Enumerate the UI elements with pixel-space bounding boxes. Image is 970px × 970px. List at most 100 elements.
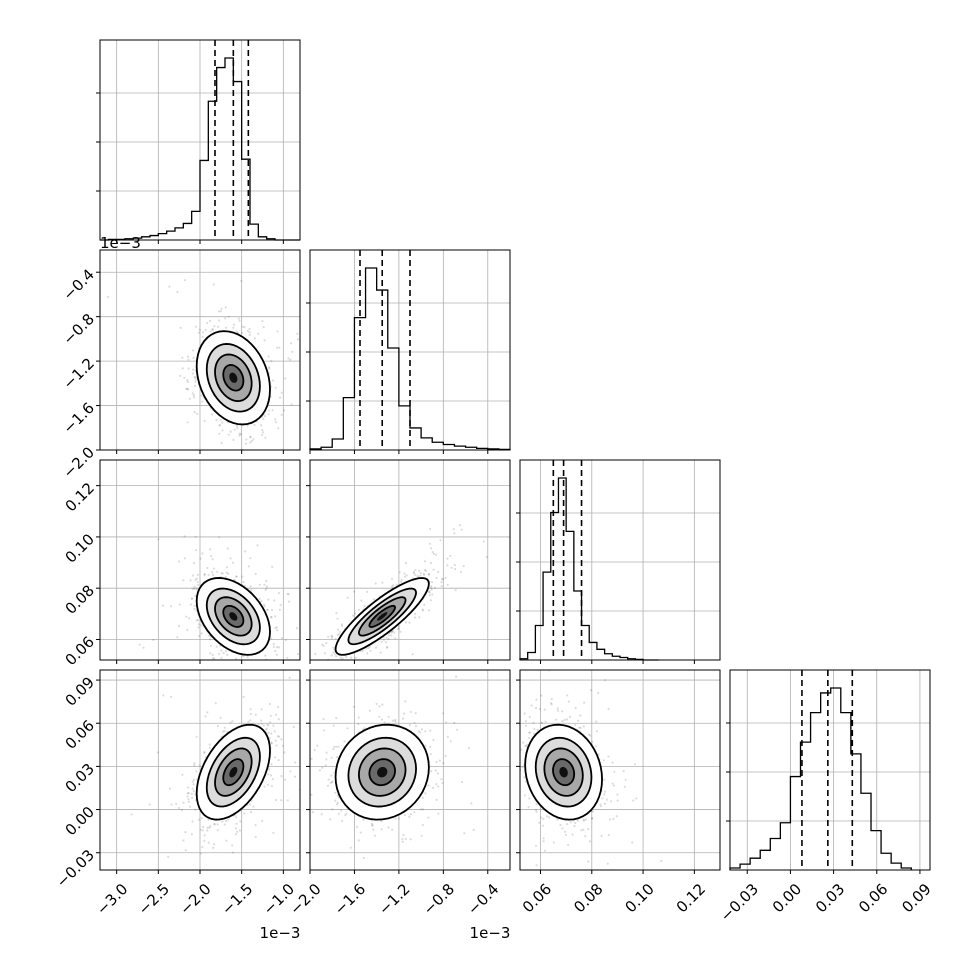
scatter-point	[470, 802, 473, 805]
scatter-point	[232, 438, 235, 441]
scatter-point	[268, 367, 271, 370]
scatter-point	[265, 580, 268, 583]
scatter-point	[371, 823, 374, 827]
scatter-point	[429, 527, 432, 530]
scatter-point	[195, 619, 198, 622]
scatter-point	[178, 603, 181, 606]
scatter-point	[269, 714, 272, 718]
scatter-point	[381, 703, 384, 706]
scatter-point	[264, 728, 268, 731]
scatter-point	[214, 702, 217, 705]
scatter-point	[203, 573, 206, 576]
scatter-point	[261, 819, 264, 823]
scatter-point	[204, 328, 207, 331]
scatter-point	[130, 813, 133, 816]
scatter-point	[291, 350, 294, 353]
scatter-point	[391, 585, 394, 588]
scatter-point	[357, 716, 360, 719]
scatter-point	[261, 428, 264, 432]
scatter-point	[538, 707, 542, 711]
scatter-point	[191, 392, 194, 395]
scatter-point	[267, 731, 270, 735]
scatter-point	[343, 740, 346, 743]
scatter-point	[231, 720, 234, 723]
scatter-point	[222, 651, 225, 655]
scatter-point	[472, 828, 475, 832]
scatter-point	[274, 418, 277, 421]
scatter-point	[392, 584, 395, 587]
scatter-panel-2-1-content	[314, 524, 488, 660]
scatter-point	[275, 713, 278, 716]
scatter-point	[435, 761, 438, 764]
scatter-point	[268, 702, 271, 706]
scatter-point	[410, 813, 413, 816]
scatter-point	[590, 817, 594, 820]
scatter-point	[292, 725, 295, 729]
scatter-point	[267, 355, 270, 358]
scatter-point	[195, 770, 198, 773]
scatter-point	[267, 413, 270, 416]
scatter-point	[218, 432, 221, 435]
scatter-point	[332, 748, 335, 751]
scatter-point	[341, 624, 344, 628]
scatter-point	[337, 628, 340, 631]
scatter-point	[238, 319, 241, 322]
scatter-point	[220, 571, 223, 575]
scatter-point	[413, 616, 417, 619]
scatter-point	[283, 751, 286, 754]
scatter-point	[379, 651, 382, 654]
scatter-point	[188, 805, 192, 808]
scatter-point	[191, 780, 194, 783]
scatter-point	[275, 799, 278, 802]
scatter-point	[534, 808, 538, 812]
scatter-point	[193, 607, 196, 610]
scatter-point	[295, 627, 299, 630]
scatter-point	[203, 839, 206, 843]
scatter-point	[260, 708, 263, 711]
scatter-point	[399, 630, 402, 633]
scatter-point	[272, 831, 275, 834]
scatter-point	[201, 846, 204, 849]
scatter-point	[601, 797, 604, 800]
scatter-point	[633, 763, 637, 766]
scatter-point	[206, 566, 209, 570]
scatter-point	[212, 567, 215, 570]
scatter-point	[192, 778, 195, 782]
scatter-point	[424, 730, 427, 733]
scatter-point	[434, 553, 438, 556]
contour-line-1	[205, 587, 261, 646]
scatter-point	[461, 780, 464, 784]
scatter-point	[138, 643, 141, 646]
scatter-point	[398, 627, 401, 631]
scatter-point	[335, 655, 338, 658]
scatter-point	[289, 770, 292, 773]
scatter-point	[198, 634, 201, 638]
scatter-point	[265, 587, 268, 590]
scatter-point	[191, 796, 194, 800]
scatter-point	[207, 573, 210, 577]
scatter-point	[196, 412, 199, 415]
scatter-point	[286, 656, 289, 660]
scatter-point	[430, 588, 433, 591]
scatter-point	[403, 712, 406, 715]
scatter-point	[253, 423, 256, 427]
scatter-point	[332, 651, 335, 654]
scatter-point	[523, 712, 526, 715]
panel-inner	[314, 524, 488, 660]
scatter-point	[254, 713, 257, 716]
scatter-point	[250, 588, 253, 591]
scatter-point	[212, 846, 215, 850]
scatter-point	[567, 843, 570, 847]
scatter-point	[211, 571, 214, 574]
scatter-point	[280, 413, 283, 416]
scatter-point	[346, 727, 349, 730]
scatter-point	[170, 803, 173, 806]
scatter-point	[414, 612, 417, 615]
scatter-point	[336, 801, 339, 805]
scatter-point	[437, 785, 440, 788]
scatter-point	[431, 786, 435, 790]
scatter-point	[229, 557, 232, 560]
scatter-point	[332, 724, 335, 727]
scatter-point	[176, 636, 179, 639]
